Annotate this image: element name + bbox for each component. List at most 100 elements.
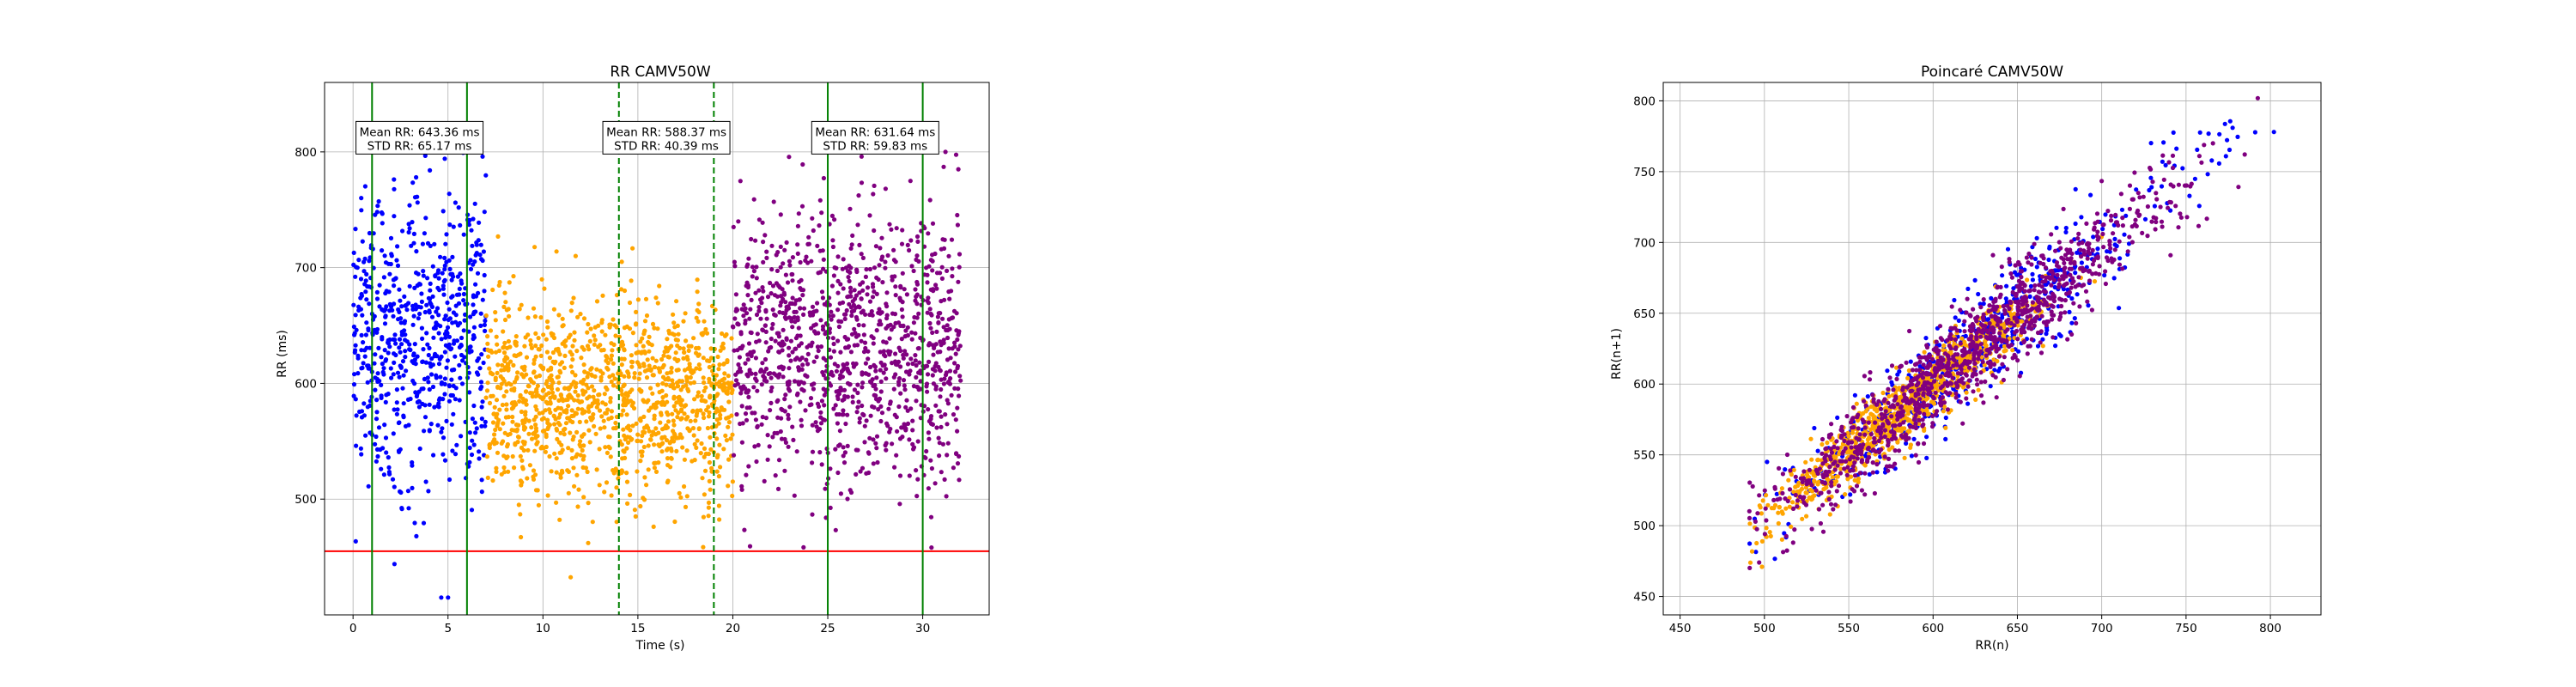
rr-point xyxy=(635,438,641,443)
rr-point xyxy=(471,336,476,342)
rr-point xyxy=(762,478,767,484)
rr-point xyxy=(796,381,802,386)
poincare-point xyxy=(1896,428,1901,433)
rr-point xyxy=(411,231,416,236)
rr-point xyxy=(907,473,912,478)
rr-point xyxy=(524,402,529,407)
rr-point xyxy=(367,230,372,236)
rr-point xyxy=(900,314,905,319)
poincare-point xyxy=(1891,387,1896,392)
rr-point xyxy=(706,500,712,506)
poincare-point xyxy=(1952,297,1957,303)
rr-point xyxy=(392,562,397,567)
poincare-point xyxy=(1914,368,1919,373)
rr-point xyxy=(751,269,757,274)
rr-point xyxy=(590,520,595,525)
rr-point xyxy=(635,469,640,474)
stats-std-text: STD RR: 65.17 ms xyxy=(368,139,472,153)
poincare-point xyxy=(2053,268,2058,273)
rr-point xyxy=(433,351,438,356)
rr-point xyxy=(382,348,387,353)
poincare-point xyxy=(2160,224,2165,229)
poincare-point xyxy=(1941,378,1946,383)
rr-point xyxy=(686,348,691,353)
rr-point xyxy=(621,403,626,408)
rr-point xyxy=(854,334,860,339)
rr-point xyxy=(417,446,422,452)
rr-point xyxy=(622,449,627,454)
rr-point xyxy=(375,204,380,209)
rr-point xyxy=(801,388,806,393)
rr-point xyxy=(563,338,568,344)
rr-point xyxy=(681,384,686,389)
rr-point xyxy=(933,363,938,368)
rr-point xyxy=(605,450,611,456)
poincare-point xyxy=(1984,353,1989,358)
poincare-point xyxy=(2069,296,2075,301)
rr-point xyxy=(466,370,471,375)
rr-point xyxy=(933,283,939,288)
poincare-point xyxy=(1923,336,1929,341)
rr-point xyxy=(739,307,744,312)
rr-point xyxy=(716,421,721,426)
rr-point xyxy=(362,354,368,359)
rr-point xyxy=(581,362,586,368)
rr-point xyxy=(647,429,652,434)
rr-point xyxy=(557,517,562,522)
rr-point xyxy=(636,376,641,381)
rr-point xyxy=(486,354,491,359)
rr-point xyxy=(911,320,916,325)
rr-point xyxy=(601,347,606,353)
rr-point xyxy=(640,449,645,454)
rr-point xyxy=(743,361,748,366)
rr-point xyxy=(415,392,420,397)
rr-point xyxy=(756,217,762,222)
rr-point xyxy=(407,203,412,208)
rr-point xyxy=(399,342,404,347)
rr-point xyxy=(592,325,598,330)
poincare-point xyxy=(2171,130,2176,135)
rr-point xyxy=(765,457,770,462)
rr-point xyxy=(364,320,369,325)
poincare-point xyxy=(1974,330,1979,336)
rr-point xyxy=(494,469,499,475)
rr-point xyxy=(732,316,738,321)
poincare-point xyxy=(1931,400,1936,405)
rr-point xyxy=(695,438,700,443)
poincare-point xyxy=(1803,490,1808,495)
rr-point xyxy=(751,349,756,355)
poincare-point xyxy=(1988,384,1993,389)
rr-point xyxy=(818,421,824,426)
poincare-point xyxy=(2030,277,2035,283)
poincare-point xyxy=(1866,441,1871,447)
rr-point xyxy=(483,318,488,324)
poincare-point xyxy=(2077,304,2082,309)
rr-point xyxy=(365,283,370,289)
rr-point xyxy=(769,344,774,350)
rr-point xyxy=(501,368,507,373)
poincare-point xyxy=(1845,465,1850,470)
rr-point xyxy=(534,441,539,447)
rr-point xyxy=(436,313,441,318)
rr-point xyxy=(860,411,866,416)
rr-point xyxy=(893,372,898,377)
rr-point xyxy=(677,345,683,350)
rr-point xyxy=(646,467,651,472)
poincare-point xyxy=(2047,246,2052,251)
rr-point xyxy=(495,234,501,239)
rr-point xyxy=(931,381,936,386)
rr-point xyxy=(957,453,962,459)
rr-point xyxy=(622,396,627,401)
rr-point xyxy=(731,453,737,458)
poincare-point xyxy=(1978,334,1984,339)
rr-point xyxy=(943,412,948,417)
rr-point xyxy=(738,179,743,184)
rr-point xyxy=(401,415,406,420)
rr-plot-frame xyxy=(324,82,990,616)
rr-point xyxy=(558,370,563,375)
rr-point xyxy=(518,351,523,356)
rr-point xyxy=(538,315,544,320)
rr-point xyxy=(738,391,744,396)
rr-point xyxy=(885,252,890,258)
rr-point xyxy=(524,355,530,360)
